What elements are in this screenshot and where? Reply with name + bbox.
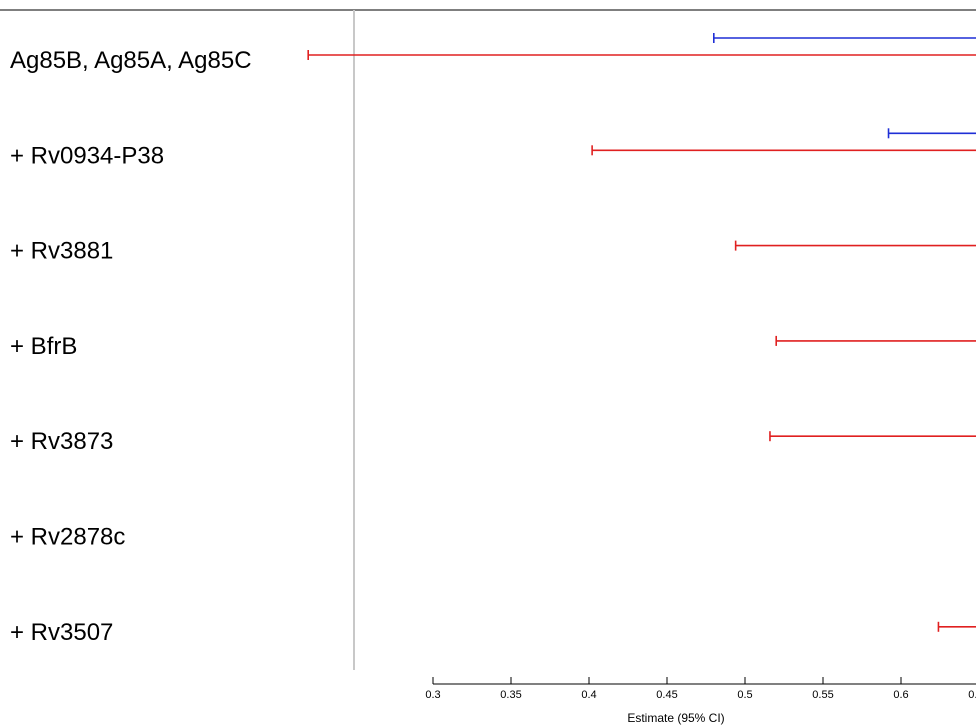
x-tick-label: 0.55	[812, 689, 833, 701]
row-label: + Rv3507	[10, 619, 113, 646]
confidence-intervals	[307, 33, 976, 632]
x-axis-title: Estimate (95% CI)	[627, 711, 724, 725]
x-tick-label: 0.65	[968, 689, 976, 701]
x-tick-label: 0.3	[425, 689, 440, 701]
row-label: + Rv3873	[10, 428, 113, 455]
row-label: + Rv0934-P38	[10, 142, 164, 169]
x-tick-label: 0.35	[500, 689, 521, 701]
x-tick-label: 0.5	[737, 689, 752, 701]
x-tick-label: 0.4	[581, 689, 596, 701]
x-tick-label: 0.6	[893, 689, 908, 701]
x-tick-label: 0.45	[656, 689, 677, 701]
row-labels: Ag85B, Ag85A, Ag85C + Rv0934-P38 + Rv3881 +…	[10, 47, 252, 646]
row-label: + BfrB	[10, 333, 77, 360]
row-label: + Rv2878c	[10, 524, 125, 551]
row-label: Ag85B, Ag85A, Ag85C	[10, 47, 252, 74]
row-label: + Rv3881	[10, 238, 113, 265]
x-axis: 0.30.350.40.450.50.550.60.650.70.750.80.…	[425, 677, 976, 701]
